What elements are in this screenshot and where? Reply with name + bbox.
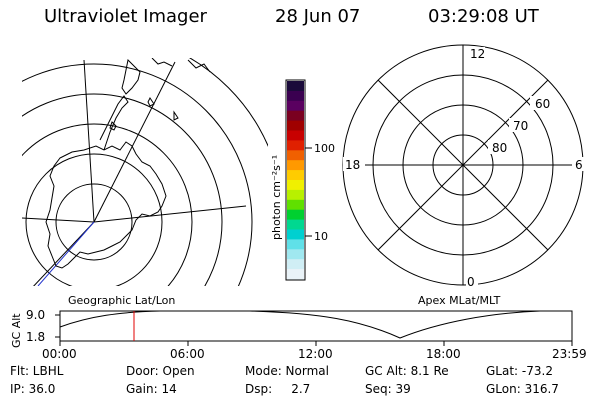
status-glon: GLon: 316.7 (486, 382, 559, 396)
status-mode: Mode: Normal (245, 364, 329, 378)
colorbar-stripe (287, 110, 304, 122)
colorbar-stripe (287, 269, 304, 280)
colorbar-stripe (287, 180, 304, 191)
lat-circle (55, 183, 133, 261)
status-gc-alt: GC Alt: 8.1 Re (365, 364, 449, 378)
lat-circle (25, 153, 163, 286)
status-dsp: Dsp: 2.7 (245, 382, 311, 396)
xtick-1800: 18:00 (426, 347, 461, 361)
lat-circle (22, 93, 223, 286)
island-coastline (173, 110, 179, 121)
mlt-label-6: 6 (575, 158, 583, 172)
colorbar-stripe (287, 120, 304, 132)
colorbar-stripe (287, 81, 304, 92)
mlat-label-70: 70 (513, 119, 528, 133)
colorbar-tick-100: 100 (314, 142, 335, 155)
colorbar-stripe (287, 170, 304, 181)
island-coastline (109, 121, 117, 131)
coast-fragment (151, 58, 173, 67)
colorbar-stripe (287, 229, 304, 240)
colorbar-stripe (287, 150, 304, 161)
xtick-2359: 23:59 (552, 347, 587, 361)
colorbar-stripe (287, 100, 304, 112)
timeline-ylabel: GC Alt (10, 313, 23, 348)
colorbar (285, 79, 312, 281)
meridian-line (83, 59, 95, 223)
ytick-9: 9.0 (26, 308, 45, 322)
status-seq: Seq: 39 (365, 382, 411, 396)
mlt-label-0: 0 (467, 275, 475, 289)
south-america-coastline (121, 58, 141, 95)
colorbar-tick-10: 10 (314, 230, 328, 243)
date-label: 28 Jun 07 (275, 6, 361, 27)
mlat-label-80: 80 (492, 141, 507, 155)
apex-polar-plot (342, 44, 584, 286)
satellite-track-line (37, 221, 95, 286)
xtick-0600: 06:00 (170, 347, 205, 361)
altitude-timeline (55, 310, 573, 346)
mlt-line-diagonal (377, 79, 549, 251)
colorbar-stripe (287, 160, 304, 171)
meridian-line (93, 61, 176, 223)
mlt-label-18: 18 (345, 158, 360, 172)
island-coastline (147, 97, 155, 107)
instrument-title: Ultraviolet Imager (44, 6, 207, 27)
status-door: Door: Open (126, 364, 195, 378)
status-glat: GLat: -73.2 (486, 364, 553, 378)
lat-circle (22, 63, 253, 286)
coast-fragment (187, 59, 211, 73)
meridian-line (93, 205, 247, 223)
mlat-label-60: 60 (535, 97, 550, 111)
meridian-line (33, 221, 95, 286)
colorbar-stripe (287, 249, 304, 260)
meridian-line (22, 217, 95, 223)
mlt-label-12: 12 (470, 47, 485, 61)
colorbar-stripe (287, 90, 304, 102)
right-map-caption: Apex MLat/MLT (418, 294, 501, 307)
xtick-1200: 12:00 (298, 347, 333, 361)
status-filter: Flt: LBHL (10, 364, 64, 378)
colorbar-unit-label: photon cm⁻²s⁻¹ (270, 155, 283, 240)
time-label: 03:29:08 UT (428, 6, 539, 27)
colorbar-stripe (287, 130, 304, 141)
antarctica-coastline (45, 141, 167, 269)
status-gain: Gain: 14 (126, 382, 177, 396)
colorbar-stripe (287, 199, 304, 211)
status-ip: IP: 36.0 (10, 382, 56, 396)
colorbar-stripe (287, 259, 304, 270)
altitude-curve (59, 310, 572, 339)
peninsula-coastline (99, 95, 129, 151)
xtick-0000: 00:00 (42, 347, 77, 361)
colorbar-stripe (287, 189, 304, 201)
ytick-1-8: 1.8 (26, 330, 45, 344)
colorbar-stripe (287, 209, 304, 221)
colorbar-stripe (287, 219, 304, 231)
colorbar-stripe (287, 239, 304, 250)
lat-circle (22, 123, 193, 286)
lat-circle (188, 58, 268, 148)
left-map-caption: Geographic Lat/Lon (68, 294, 175, 307)
geographic-map (22, 58, 268, 286)
colorbar-stripe (287, 140, 304, 151)
